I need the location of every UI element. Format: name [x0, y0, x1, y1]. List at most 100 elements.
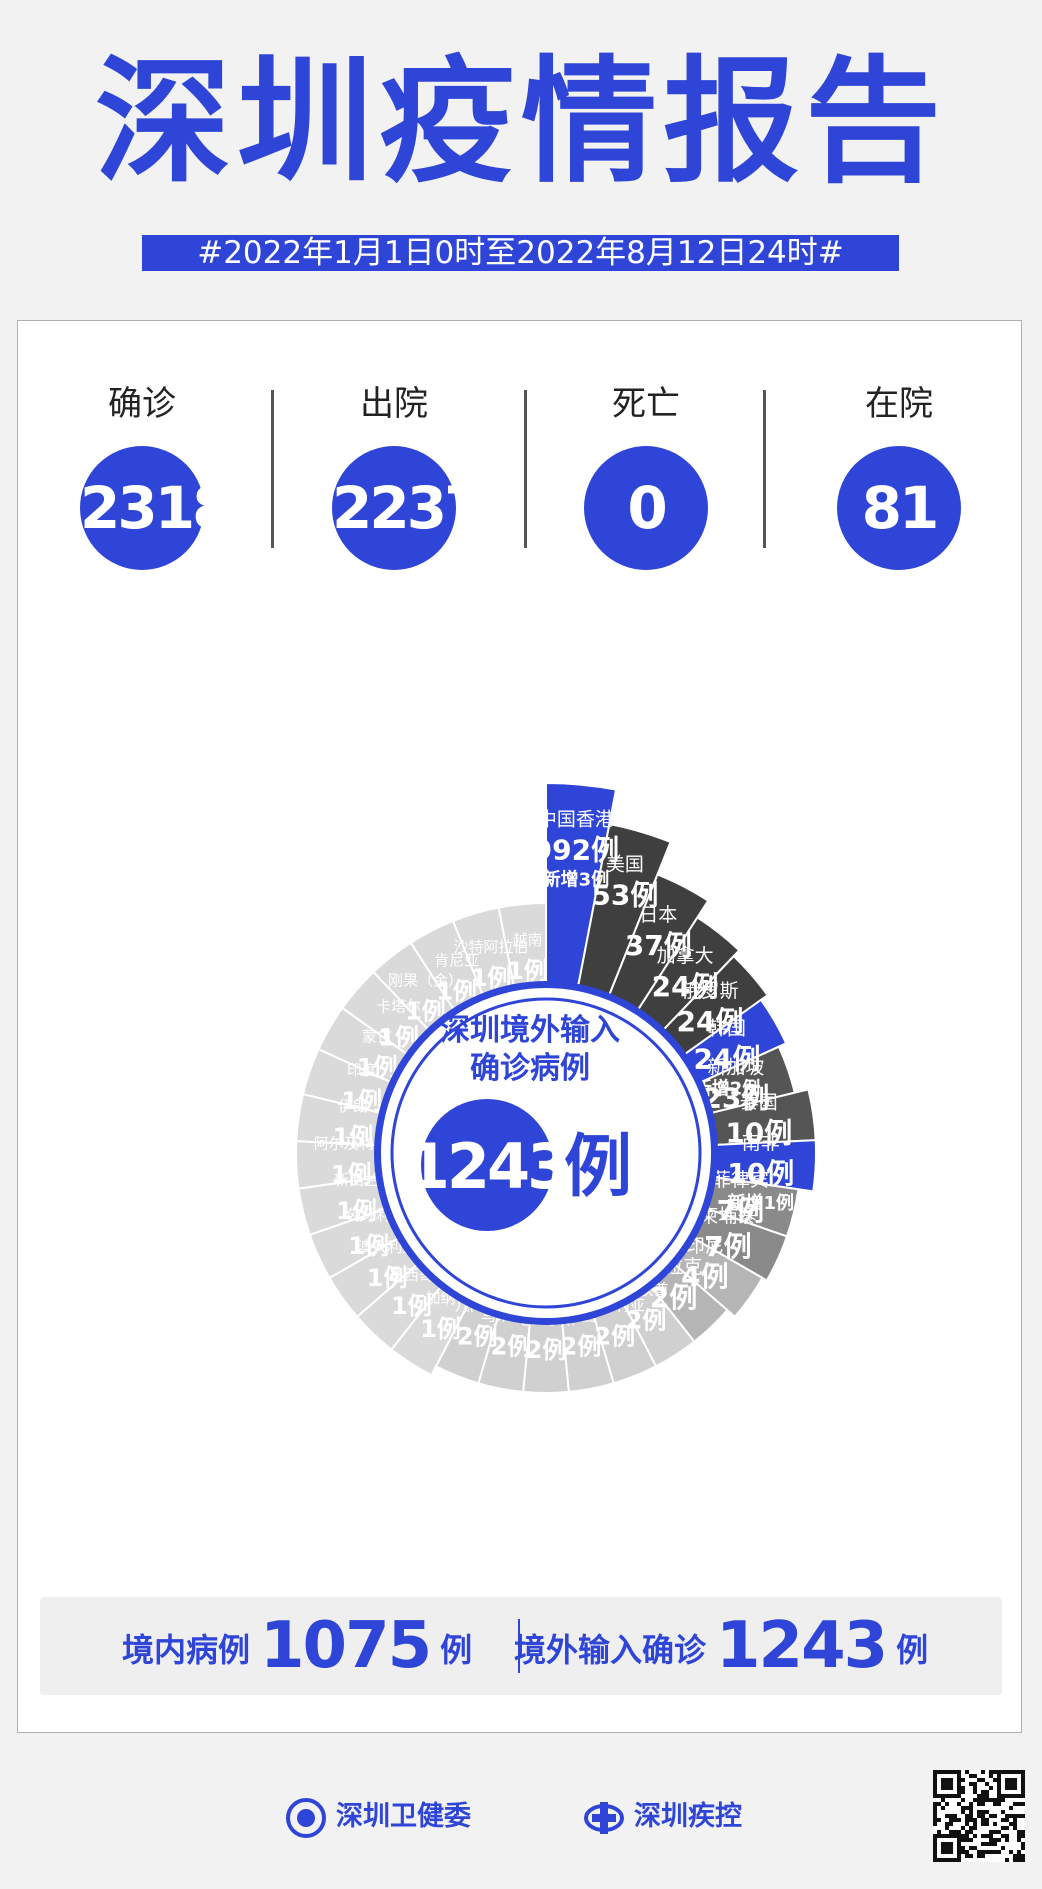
qr-module: [945, 1794, 949, 1798]
qr-module: [985, 1794, 989, 1798]
qr-module: [1013, 1822, 1017, 1826]
category-label: 柬埔寨: [699, 1205, 756, 1227]
chart-center: 深圳境外输入 确诊病例 1243 例: [374, 981, 718, 1325]
qr-module: [945, 1846, 949, 1850]
qr-module: [945, 1850, 949, 1854]
qr-module: [1021, 1842, 1025, 1846]
qr-module: [993, 1798, 997, 1802]
qr-module: [969, 1806, 973, 1810]
qr-module: [981, 1814, 985, 1818]
qr-module: [945, 1786, 949, 1790]
value-label: 4例: [681, 1260, 728, 1293]
qr-module: [981, 1850, 985, 1854]
qr-module: [989, 1830, 993, 1834]
qr-module: [977, 1810, 981, 1814]
qr-module: [965, 1850, 969, 1854]
qr-module: [1001, 1826, 1005, 1830]
qr-module: [957, 1786, 961, 1790]
qr-module: [933, 1822, 937, 1826]
qr-module: [957, 1838, 961, 1842]
qr-module: [949, 1858, 953, 1862]
qr-module: [941, 1834, 945, 1838]
stat-divider: [524, 390, 527, 548]
qr-module: [933, 1846, 937, 1850]
qr-module: [989, 1834, 993, 1838]
qr-module: [1009, 1782, 1013, 1786]
qr-module: [953, 1818, 957, 1822]
qr-module: [981, 1794, 985, 1798]
qr-module: [945, 1842, 949, 1846]
qr-module: [1001, 1846, 1005, 1850]
qr-module: [997, 1774, 1001, 1778]
qr-module: [981, 1842, 985, 1846]
qr-module: [965, 1834, 969, 1838]
qr-module: [989, 1774, 993, 1778]
qr-module: [969, 1782, 973, 1786]
qr-module: [1005, 1826, 1009, 1830]
category-label: 泰国: [740, 1091, 778, 1113]
qr-module: [1021, 1774, 1025, 1778]
domestic-unit: 例: [440, 1631, 473, 1669]
qr-module: [1017, 1850, 1021, 1854]
qr-module: [937, 1830, 941, 1834]
qr-module: [937, 1858, 941, 1862]
qr-module: [949, 1818, 953, 1822]
qr-module: [933, 1806, 937, 1810]
qr-module: [981, 1810, 985, 1814]
qr-module: [933, 1770, 937, 1774]
qr-module: [941, 1782, 945, 1786]
category-label: 美国: [606, 853, 644, 875]
imported-value: 1243: [716, 1609, 888, 1683]
qr-module: [933, 1814, 937, 1818]
qr-module: [969, 1830, 973, 1834]
center-title-line1: 深圳境外输入: [440, 1013, 620, 1048]
qr-module: [1017, 1794, 1021, 1798]
qr-module: [1005, 1834, 1009, 1838]
imported-label: 境外输入确诊: [514, 1631, 707, 1669]
qr-module: [957, 1850, 961, 1854]
value-label: 1例: [391, 1292, 432, 1320]
qr-module: [1013, 1814, 1017, 1818]
qr-module: [989, 1850, 993, 1854]
qr-module: [1021, 1846, 1025, 1850]
qr-module: [997, 1830, 1001, 1834]
category-label: 中国香港: [538, 808, 614, 830]
qr-module: [969, 1854, 973, 1858]
footer-right-text: 深圳疾控: [634, 1801, 742, 1832]
qr-module: [957, 1842, 961, 1846]
qr-module: [1017, 1830, 1021, 1834]
qr-module: [937, 1802, 941, 1806]
stat-discharged-value: 2237: [332, 446, 484, 570]
value-label: 2例: [491, 1333, 532, 1361]
qr-module: [993, 1770, 997, 1774]
qr-module: [1021, 1802, 1025, 1806]
qr-module: [933, 1794, 937, 1798]
qr-module: [957, 1774, 961, 1778]
stat-hospitalized-label: 在院: [865, 384, 933, 424]
domestic-label: 境内病例: [122, 1631, 251, 1669]
qr-module: [1013, 1818, 1017, 1822]
imported-unit: 例: [896, 1631, 929, 1669]
category-label: 刚果（金）: [388, 972, 463, 990]
qr-module: [981, 1854, 985, 1858]
qr-module: [933, 1850, 937, 1854]
qr-module: [1005, 1814, 1009, 1818]
qr-module: [1017, 1854, 1021, 1858]
qr-module: [965, 1838, 969, 1842]
qr-module: [1013, 1858, 1017, 1862]
qr-module: [961, 1810, 965, 1814]
qr-module: [949, 1782, 953, 1786]
qr-module: [957, 1818, 961, 1822]
value-label: 1例: [357, 1054, 398, 1082]
qr-module: [933, 1790, 937, 1794]
qr-module: [953, 1834, 957, 1838]
category-label: 菲律宾: [712, 1169, 769, 1191]
qr-module: [945, 1782, 949, 1786]
category-label: 越南: [512, 931, 542, 949]
qr-module: [949, 1778, 953, 1782]
qr-module: [1005, 1786, 1009, 1790]
qr-module: [941, 1846, 945, 1850]
qr-module: [977, 1778, 981, 1782]
footer-health-commission: 深圳卫健委: [286, 1795, 471, 1839]
page-title: 深圳疫情报告: [95, 44, 947, 202]
